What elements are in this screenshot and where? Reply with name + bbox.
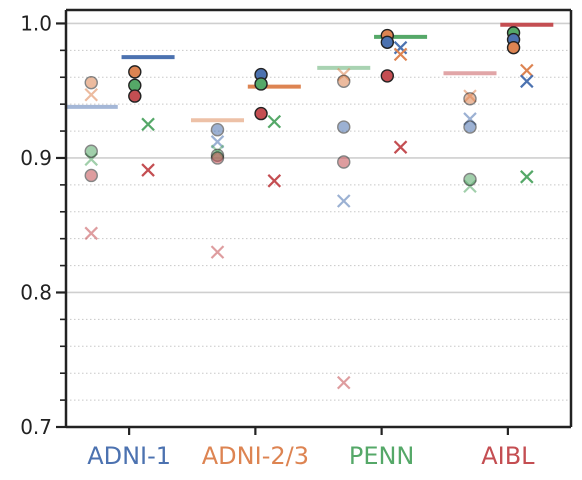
circle-marker bbox=[128, 65, 142, 79]
x-category-label: PENN bbox=[349, 442, 415, 470]
circle-marker bbox=[380, 35, 395, 49]
y-tick-label: 0.8 bbox=[20, 280, 52, 304]
x-category-label: ADNI-2/3 bbox=[202, 442, 309, 470]
cross-marker bbox=[141, 163, 155, 177]
circle-marker bbox=[463, 92, 477, 106]
circle-marker bbox=[337, 120, 351, 134]
cross-marker bbox=[520, 63, 534, 78]
circle-marker bbox=[210, 123, 225, 137]
circle-marker bbox=[128, 89, 142, 103]
y-tick-label: 0.7 bbox=[20, 415, 52, 439]
circle-marker bbox=[84, 144, 98, 158]
cross-stroke bbox=[393, 47, 408, 62]
cross-marker bbox=[393, 140, 408, 154]
cross-marker bbox=[84, 87, 99, 102]
cross-stroke bbox=[336, 194, 351, 208]
cross-stroke bbox=[267, 114, 282, 129]
cross-marker bbox=[84, 226, 99, 241]
x-category-label: AIBL bbox=[481, 442, 535, 470]
cross-stroke bbox=[520, 170, 534, 184]
cross-marker bbox=[336, 194, 351, 208]
cross-marker bbox=[267, 174, 282, 188]
cross-stroke bbox=[84, 226, 99, 241]
circle-marker bbox=[254, 106, 268, 121]
cross-marker bbox=[210, 245, 225, 259]
x-category-label: ADNI-1 bbox=[87, 442, 171, 470]
cross-marker bbox=[520, 74, 534, 89]
circle-marker bbox=[506, 40, 521, 55]
cross-stroke bbox=[141, 117, 155, 132]
y-tick-label: 0.9 bbox=[20, 146, 52, 170]
circle-marker bbox=[84, 168, 98, 183]
cross-stroke bbox=[393, 140, 408, 154]
cross-marker bbox=[393, 40, 408, 55]
cross-stroke bbox=[520, 74, 534, 89]
cross-stroke bbox=[210, 245, 225, 259]
y-tick-label: 1.0 bbox=[20, 11, 52, 35]
circle-marker bbox=[210, 151, 225, 165]
cross-stroke bbox=[267, 174, 282, 188]
chart-marks bbox=[64, 22, 554, 390]
circle-marker bbox=[463, 120, 477, 134]
cross-stroke bbox=[520, 63, 534, 78]
cross-stroke bbox=[141, 163, 155, 177]
circle-marker bbox=[84, 75, 98, 90]
circle-marker bbox=[337, 74, 351, 88]
circle-marker bbox=[337, 155, 351, 169]
cross-marker bbox=[141, 117, 155, 132]
circle-marker bbox=[380, 69, 395, 83]
cross-marker bbox=[336, 375, 351, 390]
axes: 0.7 0.8 0.9 1.0 ADNI-1 ADNI-2/3 PENN AIBL bbox=[20, 8, 573, 470]
cross-marker bbox=[393, 47, 408, 62]
circle-marker bbox=[463, 172, 477, 187]
cross-marker bbox=[520, 170, 534, 184]
cross-marker bbox=[267, 114, 282, 129]
cross-stroke bbox=[336, 375, 351, 390]
grid bbox=[66, 22, 571, 428]
circle-marker bbox=[254, 77, 268, 91]
cross-stroke bbox=[84, 87, 99, 102]
